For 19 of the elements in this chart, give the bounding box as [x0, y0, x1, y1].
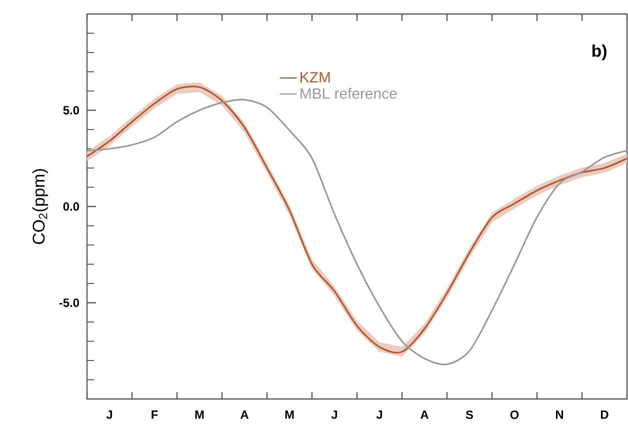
annotation: b): [592, 44, 606, 60]
x-tick-label: M: [285, 410, 294, 419]
x-tick-label: M: [195, 410, 204, 419]
y-tick-label: 5.0: [63, 106, 79, 114]
x-tick-label: N: [556, 410, 564, 419]
x-tick-label: J: [376, 410, 382, 419]
x-tick-label: A: [420, 410, 428, 419]
legend-label: KZM: [300, 72, 330, 82]
x-tick-label: F: [152, 410, 158, 419]
x-tick-label: S: [466, 410, 474, 419]
x-tick-label: J: [106, 410, 112, 419]
x-tick-label: J: [331, 410, 338, 419]
x-tick-label: D: [600, 410, 608, 419]
x-tick-label: A: [240, 410, 248, 419]
legend-label: MBL reference: [300, 88, 397, 99]
y-tick-label: -5.0: [59, 298, 79, 307]
x-tick-label: O: [510, 410, 519, 419]
y-tick-label: 0.0: [63, 202, 79, 211]
y-axis-title: CO$_{2}$(ppm): [32, 169, 48, 244]
